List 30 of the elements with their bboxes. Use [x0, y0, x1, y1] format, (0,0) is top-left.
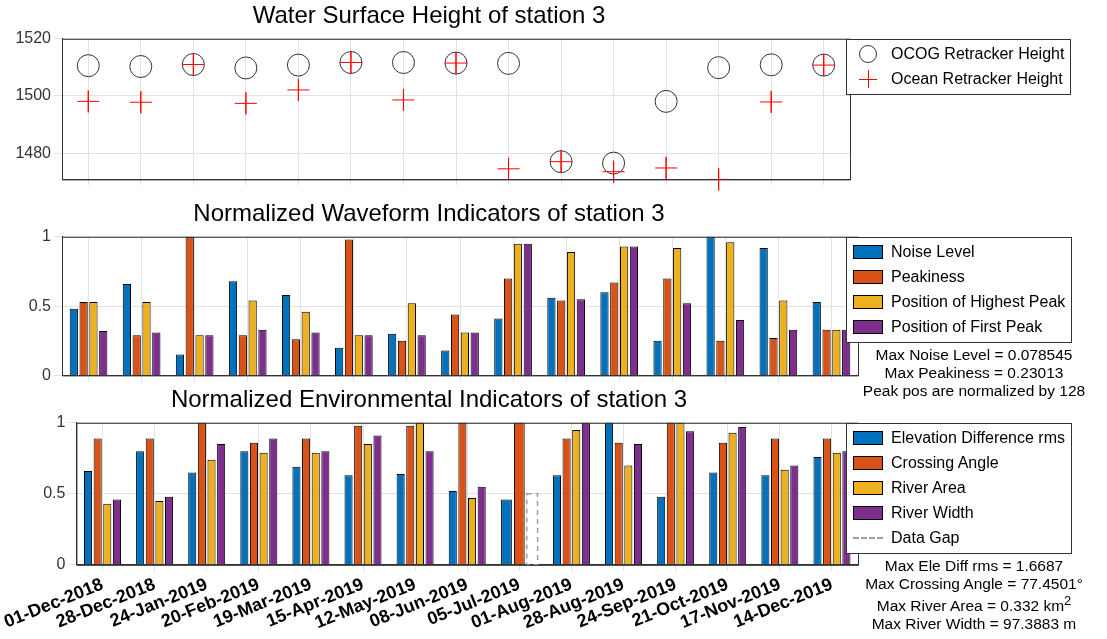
legend-label: OCOG Retracker Height	[891, 45, 1065, 64]
y-tick-label: 1500	[15, 86, 52, 104]
y-tick-label: 0	[56, 555, 66, 573]
legend-label: Ocean Retracker Height	[891, 70, 1063, 89]
legend-label: Position of Highest Peak	[891, 293, 1066, 312]
chart-title: Normalized Waveform Indicators of station 3	[193, 199, 665, 227]
y-tick-label: 1	[56, 413, 66, 431]
y-tick-label: 0.5	[28, 296, 52, 314]
y-tick-label: 1480	[15, 143, 52, 161]
legend-label: Crossing Angle	[891, 454, 999, 473]
text: Max Ele Diff rms = 1.6687	[883, 556, 1065, 575]
legend-label: Position of First Peak	[891, 318, 1043, 337]
y-tick-label: 0.5	[43, 484, 66, 502]
legend-label: Peakiness	[891, 268, 965, 287]
legend-label: River Area	[891, 479, 966, 498]
legend-label: Noise Level	[891, 243, 975, 262]
text: Peak pos are normalized by 128	[861, 382, 1087, 401]
text: Max Peakiness = 0.23013	[883, 363, 1065, 383]
chart-title: Water Surface Height of station 3	[252, 1, 606, 29]
legend-label: River Width	[891, 504, 974, 523]
text: Max Crossing Angle = 77.4501°	[864, 574, 1084, 594]
y-tick-label: 1520	[15, 29, 52, 47]
y-tick-label: 1	[42, 227, 52, 245]
text: Max Noise Level = 0.078545	[874, 345, 1074, 364]
chart-title: Normalized Environmental Indicators of station 3	[170, 385, 688, 413]
text: Max River Area = 0.332 km$^{2}$	[875, 593, 1073, 616]
legend-label: Elevation Difference rms	[891, 429, 1065, 448]
text: Max River Width = 97.3883 m	[870, 615, 1078, 634]
y-tick-label: 0	[42, 365, 52, 383]
legend-label: Data Gap	[891, 529, 960, 548]
